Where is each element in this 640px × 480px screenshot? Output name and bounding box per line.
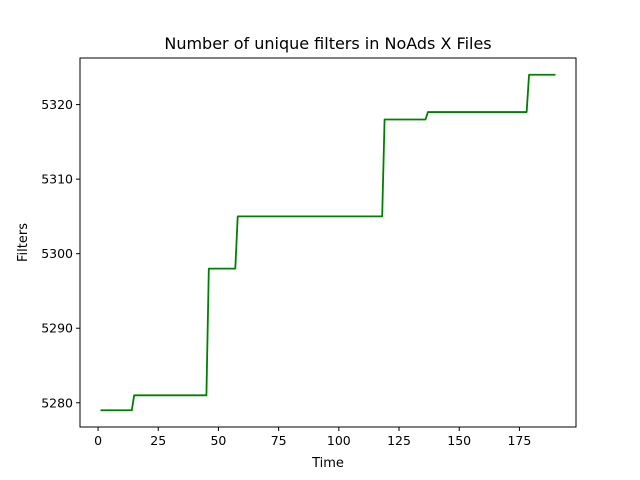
- y-axis-label: Filters: [16, 223, 31, 262]
- x-tick-label: 175: [507, 433, 531, 448]
- axis-ticks: 0 25 50 75 100 125 150 175 5280 5290 5300 5310 5320: [41, 97, 531, 448]
- x-tick-label: 50: [210, 433, 226, 448]
- plot-area: [100, 73, 556, 412]
- data-point: [425, 119, 426, 120]
- y-tick-label: 5280: [41, 395, 73, 410]
- x-tick-label: 0: [94, 433, 102, 448]
- data-point: [528, 74, 529, 75]
- data-point: [134, 395, 135, 396]
- data-point: [384, 119, 385, 120]
- x-tick-label: 150: [447, 433, 471, 448]
- x-tick-label: 100: [327, 433, 351, 448]
- data-point: [555, 74, 556, 75]
- x-tick-label: 75: [271, 433, 287, 448]
- y-tick-label: 5310: [41, 172, 73, 187]
- data-point: [131, 410, 132, 411]
- data-point: [235, 268, 236, 269]
- y-tick-label: 5300: [41, 246, 73, 261]
- chart-title: Number of unique filters in NoAds X File…: [164, 34, 491, 53]
- data-point: [427, 111, 428, 112]
- data-point: [206, 395, 207, 396]
- data-point: [382, 216, 383, 217]
- data-point: [526, 111, 527, 112]
- y-tick-label: 5320: [41, 97, 73, 112]
- x-axis-label: Time: [311, 456, 344, 471]
- axes-frame: [79, 57, 577, 428]
- x-tick-label: 125: [387, 433, 411, 448]
- y-tick-label: 5290: [41, 321, 73, 336]
- data-point: [237, 216, 238, 217]
- data-point: [100, 410, 101, 411]
- data-point: [208, 268, 209, 269]
- series-line-0: [100, 73, 556, 412]
- x-tick-label: 25: [150, 433, 166, 448]
